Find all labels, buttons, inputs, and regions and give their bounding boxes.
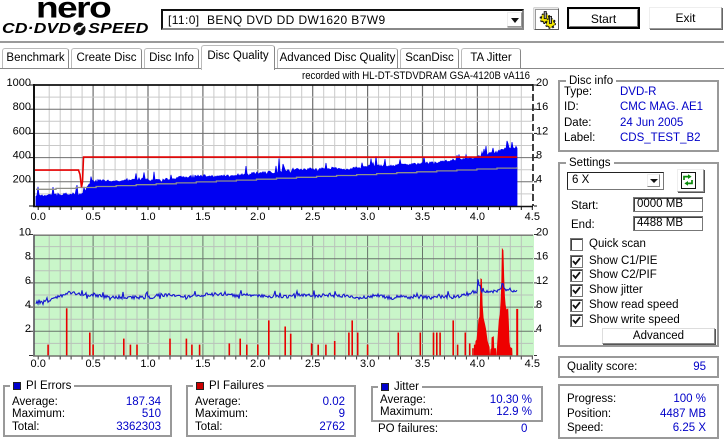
- svg-text:200: 200: [13, 174, 31, 186]
- svg-text:400: 400: [13, 150, 31, 162]
- svg-text:1.5: 1.5: [195, 211, 210, 223]
- svg-text:4: 4: [25, 299, 31, 311]
- svg-text:3.0: 3.0: [360, 358, 375, 370]
- svg-text:4.0: 4.0: [470, 211, 485, 223]
- svg-text:10: 10: [19, 226, 31, 238]
- svg-text:12: 12: [536, 275, 548, 287]
- svg-text:1000: 1000: [7, 77, 31, 89]
- svg-text:8: 8: [536, 299, 542, 311]
- svg-text:recorded with HL-DT-STDVDRAM G: recorded with HL-DT-STDVDRAM GSA-4120B v…: [302, 70, 530, 82]
- svg-text:1.5: 1.5: [195, 358, 210, 370]
- svg-text:2.0: 2.0: [250, 211, 265, 223]
- svg-text:1.0: 1.0: [140, 358, 155, 370]
- svg-text:8: 8: [25, 251, 31, 263]
- svg-text:0.0: 0.0: [31, 358, 46, 370]
- svg-text:2: 2: [25, 323, 31, 335]
- svg-text:0.5: 0.5: [85, 358, 100, 370]
- svg-text:4: 4: [536, 323, 542, 335]
- svg-text:1.0: 1.0: [140, 211, 155, 223]
- svg-text:3.0: 3.0: [360, 211, 375, 223]
- svg-text:2.0: 2.0: [250, 358, 265, 370]
- svg-text:16: 16: [536, 251, 548, 263]
- svg-text:6: 6: [25, 275, 31, 287]
- svg-text:16: 16: [536, 101, 548, 113]
- svg-text:12: 12: [536, 125, 548, 137]
- svg-text:2.5: 2.5: [305, 358, 320, 370]
- svg-text:4.0: 4.0: [470, 358, 485, 370]
- svg-text:3.5: 3.5: [415, 211, 430, 223]
- svg-text:4.5: 4.5: [525, 358, 540, 370]
- svg-text:800: 800: [13, 101, 31, 113]
- svg-text:3.5: 3.5: [415, 358, 430, 370]
- svg-text:20: 20: [536, 77, 548, 89]
- svg-text:0.0: 0.0: [31, 211, 46, 223]
- svg-text:4.5: 4.5: [525, 211, 540, 223]
- svg-text:600: 600: [13, 125, 31, 137]
- svg-text:2.5: 2.5: [305, 211, 320, 223]
- svg-text:0.5: 0.5: [85, 211, 100, 223]
- svg-text:8: 8: [536, 150, 542, 162]
- svg-text:20: 20: [536, 226, 548, 238]
- svg-text:4: 4: [536, 174, 542, 186]
